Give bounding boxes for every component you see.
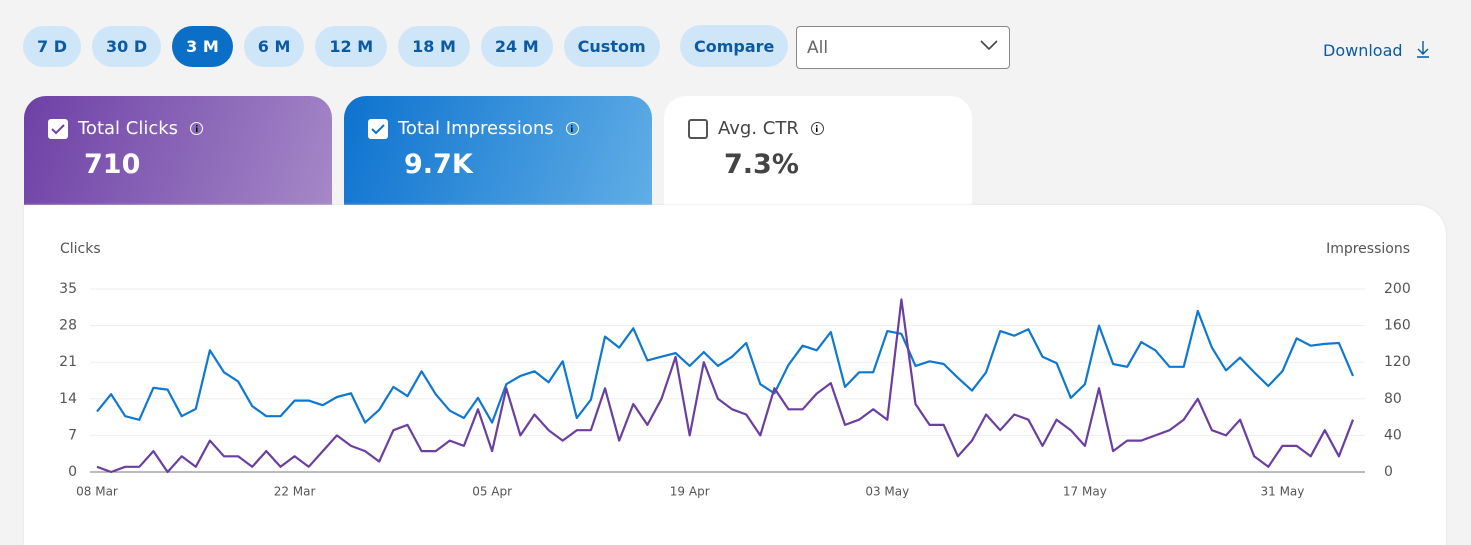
y-axis-title: Clicks	[60, 241, 101, 257]
info-icon	[810, 122, 824, 135]
y2-tick-label: 120	[1384, 354, 1411, 370]
x-tick-label: 17 May	[1063, 485, 1107, 499]
card-label: Avg. CTR	[718, 118, 799, 139]
info-glyph	[571, 125, 573, 132]
x-tick-label: 08 Mar	[76, 485, 118, 499]
y2-tick-label: 80	[1384, 391, 1402, 407]
y-tick-label: 28	[59, 318, 77, 334]
filter-value: All	[807, 38, 829, 58]
range-button[interactable]: 24 M	[480, 26, 553, 67]
card-label: Total Clicks	[78, 118, 179, 139]
x-tick-label: 03 May	[865, 485, 909, 499]
y2-tick-label: 0	[1384, 464, 1393, 480]
download-link[interactable]: Download	[1323, 40, 1432, 60]
card-value: 9.7K	[404, 149, 473, 180]
range-button[interactable]: 7 D	[23, 26, 81, 67]
series-line	[96, 309, 1355, 424]
x-tick-label: 05 Apr	[472, 485, 512, 499]
range-button[interactable]: 12 M	[315, 26, 388, 67]
card-header: Total Clicks	[48, 118, 332, 139]
info-glyph	[195, 125, 198, 132]
y2-tick-label: 160	[1384, 318, 1411, 334]
check-mark	[51, 123, 65, 134]
y-tick-label: 35	[59, 281, 77, 297]
metric-card[interactable]: Total Clicks 710	[24, 96, 332, 226]
range-button[interactable]: 18 M	[398, 26, 470, 67]
info-glyph	[816, 125, 818, 132]
x-tick-label: 19 Apr	[670, 485, 710, 499]
card-header: Total Impressions	[368, 118, 652, 139]
checkbox[interactable]	[688, 118, 708, 139]
card-value: 7.3%	[724, 149, 799, 180]
y-tick-label: 21	[59, 354, 77, 370]
y2-tick-label: 40	[1384, 427, 1402, 443]
card-header: Avg. CTR	[688, 118, 972, 139]
x-tick-label: 31 May	[1260, 485, 1304, 499]
dropdown-arrow	[980, 40, 998, 51]
y-tick-label: 7	[68, 427, 77, 443]
y2-tick-label: 200	[1384, 281, 1411, 297]
download-label: Download	[1323, 41, 1403, 60]
metric-card[interactable]: Avg. CTR 7.3%	[664, 96, 972, 226]
series-line	[96, 298, 1355, 474]
metric-card[interactable]: Total Impressions 9.7K	[344, 96, 652, 226]
filter-dropdown[interactable]: All	[796, 26, 1010, 69]
info-icon	[190, 122, 204, 135]
check-mark	[371, 123, 385, 134]
card-label: Total Impressions	[398, 118, 554, 139]
range-button[interactable]: 6 M	[243, 26, 305, 67]
y-tick-label: 14	[59, 391, 77, 407]
checkbox[interactable]	[368, 118, 388, 139]
chart-panel: Clicks Impressions 0 7 14 21 28 35 0 40 80 120 160 20…	[24, 205, 1446, 545]
chart: Clicks Impressions 0 7 14 21 28 35 0 40 80 120 160 20…	[59, 241, 1411, 499]
range-button[interactable]: Custom	[563, 26, 660, 67]
compare-button[interactable]: Compare	[680, 25, 789, 67]
checkbox[interactable]	[48, 118, 68, 139]
download-icon	[1416, 41, 1429, 58]
card-value: 710	[84, 149, 141, 180]
y2-axis-title: Impressions	[1326, 241, 1410, 257]
x-tick-label: 22 Mar	[274, 485, 316, 499]
range-button[interactable]: 3 M	[172, 26, 233, 67]
range-button[interactable]: 30 D	[91, 26, 162, 67]
info-icon	[565, 122, 579, 135]
y-tick-label: 0	[68, 464, 77, 480]
